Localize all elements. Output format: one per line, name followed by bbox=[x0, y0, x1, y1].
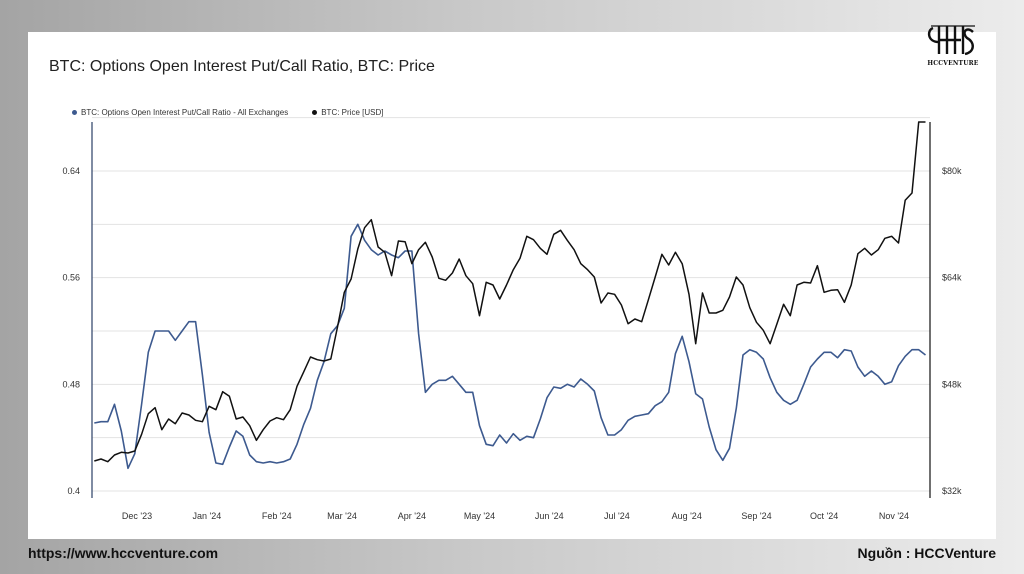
legend-item-ratio[interactable]: BTC: Options Open Interest Put/Call Rati… bbox=[72, 108, 288, 117]
x-tick-label: Jul '24 bbox=[604, 511, 630, 521]
x-tick-label: Jan '24 bbox=[193, 511, 222, 521]
hccventure-logo-icon bbox=[927, 25, 975, 56]
y-right-tick-label: $64k bbox=[942, 273, 962, 283]
legend-label-price: BTC: Price [USD] bbox=[321, 108, 384, 117]
x-tick-label: Aug '24 bbox=[672, 511, 702, 521]
x-tick-label: Apr '24 bbox=[398, 511, 426, 521]
series-line-put-call-ratio bbox=[94, 223, 926, 470]
x-tick-label: Dec '23 bbox=[122, 511, 152, 521]
x-tick-label: Feb '24 bbox=[262, 511, 292, 521]
legend-swatch-ratio bbox=[72, 110, 77, 115]
chart-card bbox=[28, 32, 996, 539]
legend-swatch-price bbox=[312, 110, 318, 115]
logo-wordmark: HCCVENTURE bbox=[927, 60, 979, 67]
x-tick-label: Jun '24 bbox=[535, 511, 564, 521]
y-right-tick-label: $80k bbox=[942, 166, 962, 176]
legend: BTC: Options Open Interest Put/Call Rati… bbox=[72, 108, 383, 117]
x-tick-label: Oct '24 bbox=[810, 511, 838, 521]
x-tick-label: Sep '24 bbox=[741, 511, 771, 521]
y-left-tick-label: 0.4 bbox=[67, 486, 80, 496]
x-tick-label: Nov '24 bbox=[879, 511, 909, 521]
chart-title: BTC: Options Open Interest Put/Call Rati… bbox=[49, 58, 435, 75]
y-right-tick-label: $48k bbox=[942, 379, 962, 389]
y-left-tick-label: 0.64 bbox=[62, 166, 80, 176]
x-tick-label: May '24 bbox=[464, 511, 495, 521]
legend-label-ratio: BTC: Options Open Interest Put/Call Rati… bbox=[81, 108, 289, 117]
series-line-btc-price bbox=[94, 121, 926, 463]
source-credit: Nguồn : HCCVenture bbox=[857, 545, 996, 561]
y-left-tick-label: 0.56 bbox=[62, 273, 80, 283]
legend-item-price[interactable]: BTC: Price [USD] bbox=[312, 108, 383, 117]
y-left-tick-label: 0.48 bbox=[62, 379, 80, 389]
website-link[interactable]: https://www.hccventure.com bbox=[28, 545, 219, 561]
y-right-tick-label: $32k bbox=[942, 486, 962, 496]
x-tick-label: Mar '24 bbox=[327, 511, 357, 521]
